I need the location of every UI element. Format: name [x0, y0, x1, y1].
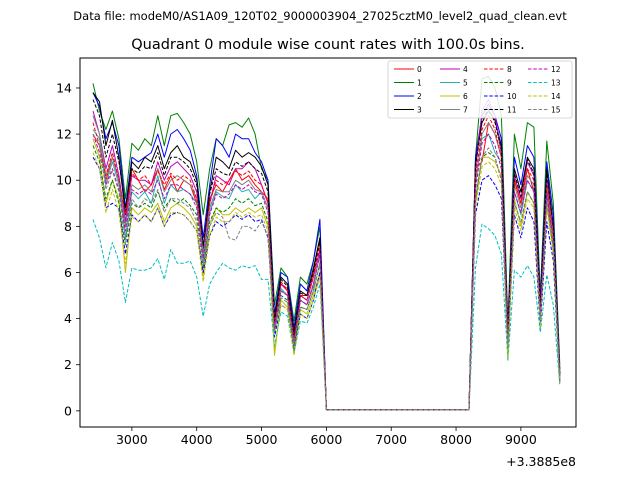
legend-label-4: 4	[463, 65, 468, 74]
legend-label-6: 6	[463, 92, 468, 101]
y-tick-label: 12	[56, 127, 72, 142]
y-tick-label: 0	[64, 403, 72, 418]
legend-label-13: 13	[551, 79, 561, 88]
series-line-1	[92, 75, 561, 411]
x-tick-label: 3000	[116, 432, 148, 447]
x-axis: 3000 4000 5000 6000 7000 8000 9000	[116, 427, 537, 447]
legend-label-2: 2	[417, 92, 422, 101]
legend-box	[387, 60, 573, 119]
y-tick-label: 14	[56, 80, 72, 95]
suptitle: Data file: modeM0/AS1A09_120T02_90000039…	[73, 9, 567, 23]
y-tick-label: 10	[56, 173, 72, 188]
series-line-14	[92, 152, 561, 411]
chart-title: Quadrant 0 module wise count rates with …	[131, 37, 525, 53]
plot-frame	[79, 57, 577, 428]
y-axis: 0 2 4 6 8 10 12 14	[56, 80, 80, 418]
legend-label-10: 10	[507, 92, 517, 101]
legend-label-5: 5	[463, 79, 468, 88]
legend-label-9: 9	[507, 79, 512, 88]
series-line-5	[92, 129, 561, 411]
legend-label-8: 8	[507, 65, 512, 74]
series-line-13	[92, 219, 561, 411]
legend-label-0: 0	[417, 65, 422, 74]
legend-label-14: 14	[551, 92, 561, 101]
x-tick-label: 7000	[375, 432, 407, 447]
x-tick-label: 5000	[246, 432, 278, 447]
x-tick-label: 6000	[310, 432, 342, 447]
legend-label-12: 12	[551, 65, 561, 74]
y-tick-label: 8	[64, 219, 72, 234]
x-tick-label: 4000	[181, 432, 213, 447]
series-line-4	[92, 99, 561, 411]
legend-label-1: 1	[417, 79, 422, 88]
legend-label-15: 15	[551, 106, 561, 115]
series-line-15	[92, 133, 561, 411]
legend-label-11: 11	[507, 106, 517, 115]
series-line-11	[92, 99, 561, 411]
legend-label-3: 3	[417, 106, 422, 115]
x-tick-label: 8000	[440, 432, 472, 447]
y-tick-label: 4	[64, 311, 72, 326]
series-line-6	[92, 138, 561, 411]
series-line-7	[92, 115, 561, 411]
x-offset-label: +3.3885e8	[506, 454, 576, 469]
x-tick-label: 9000	[505, 432, 537, 447]
y-tick-label: 6	[64, 265, 72, 280]
series-line-8	[92, 115, 561, 411]
series-layer	[92, 75, 561, 411]
legend-label-7: 7	[463, 106, 468, 115]
y-tick-label: 2	[64, 357, 72, 372]
